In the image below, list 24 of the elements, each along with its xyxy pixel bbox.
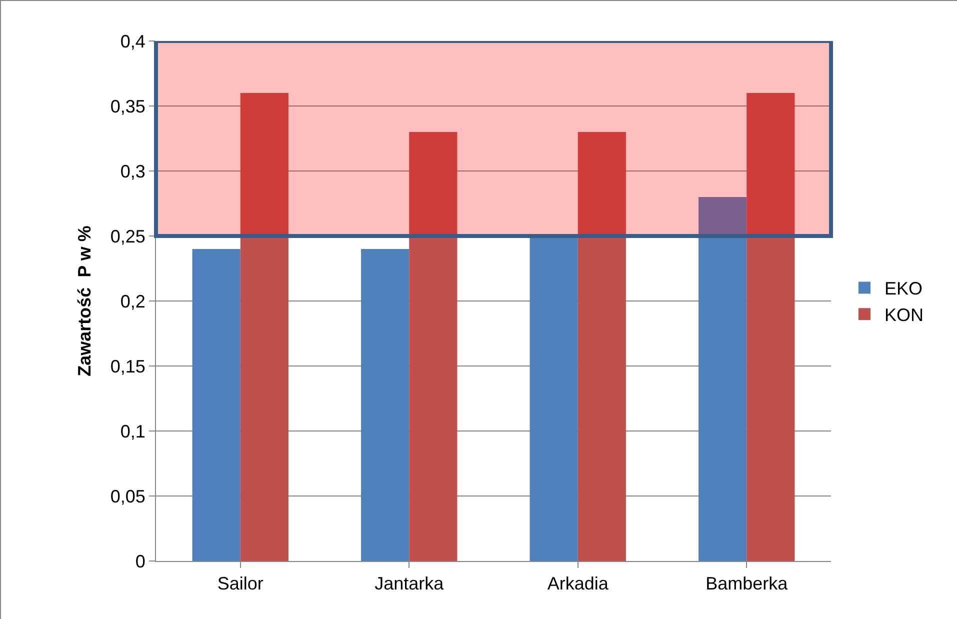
bar <box>578 132 626 561</box>
bar <box>240 93 288 561</box>
y-tick-label: 0 <box>135 551 146 572</box>
x-tick-label: Bamberka <box>706 574 789 594</box>
bar <box>361 249 410 561</box>
bar <box>698 197 747 561</box>
bar <box>409 132 458 561</box>
y-tick-label: 0,3 <box>120 161 146 182</box>
x-tick-label: Sailor <box>217 574 264 594</box>
y-tick-label: 0,2 <box>120 291 146 312</box>
y-tick-label: 0,05 <box>110 486 146 506</box>
bar <box>192 249 240 561</box>
x-tick-label: Arkadia <box>547 574 610 594</box>
y-tick-label: 0,4 <box>120 31 146 52</box>
legend-label: EKO <box>884 278 923 299</box>
y-tick-label: 0,35 <box>110 96 146 116</box>
y-tick-label: 0,25 <box>110 226 146 246</box>
y-axis-title: Zawartość P w % <box>74 226 95 376</box>
y-tick-label: 0,15 <box>110 356 146 376</box>
bar <box>746 93 795 561</box>
bar <box>530 236 578 561</box>
legend-label: KON <box>884 305 924 326</box>
y-tick-label: 0,1 <box>120 421 146 442</box>
x-tick-label: Jantarka <box>374 574 445 594</box>
